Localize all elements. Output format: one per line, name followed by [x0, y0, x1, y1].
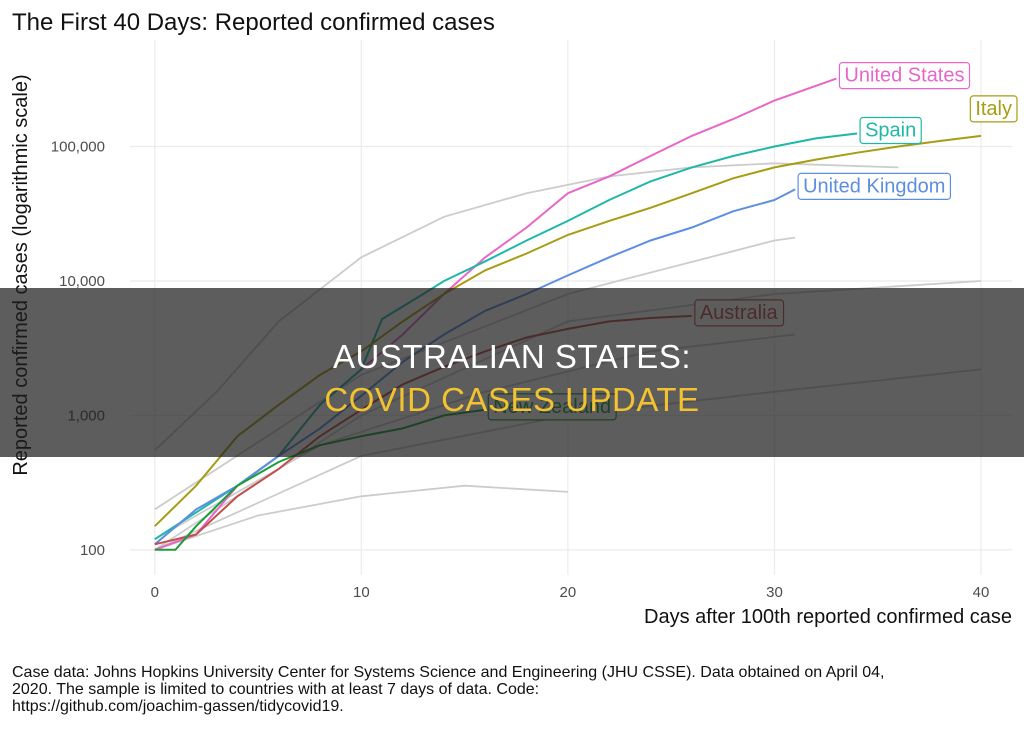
x-tick-label: 10	[353, 584, 370, 601]
series-label-text: United States	[844, 65, 964, 87]
x-axis-label: Days after 100th reported confirmed case	[644, 606, 1012, 628]
label-box	[859, 116, 922, 145]
overlay-subheading: COVID CASES UPDATE	[324, 381, 700, 418]
series-label-text: Spain	[865, 120, 916, 142]
chart-title: The First 40 Days: Reported confirmed ca…	[12, 9, 495, 36]
overlay-band	[0, 288, 1024, 457]
x-tick-label: 20	[560, 584, 577, 601]
series-label: Italy	[969, 95, 1018, 123]
series-label: United States	[838, 62, 971, 90]
y-tick-label: 10,000	[59, 273, 105, 290]
x-tick-label: 0	[151, 584, 159, 601]
caption: Case data: Johns Hopkins University Cent…	[12, 664, 1012, 715]
series-label: United Kingdom	[797, 172, 952, 200]
series-label-text: United Kingdom	[803, 175, 945, 197]
series-label: Spain	[859, 116, 922, 145]
overlay-heading: AUSTRALIAN STATES:	[332, 338, 691, 375]
x-tick-label: 30	[766, 584, 783, 601]
background-line	[154, 484, 568, 551]
y-tick-label: 100	[80, 542, 105, 559]
series-label-text: Italy	[975, 98, 1012, 120]
caption-line: 2020. The sample is limited to countries…	[12, 681, 540, 698]
label-box	[838, 62, 971, 90]
label-box	[969, 95, 1018, 123]
x-tick-label: 40	[973, 584, 990, 601]
label-box	[797, 172, 952, 200]
y-tick-label: 100,000	[51, 139, 105, 156]
caption-line: https://github.com/joachim-gassen/tidyco…	[12, 698, 344, 715]
caption-line: Case data: Johns Hopkins University Cent…	[12, 664, 885, 681]
